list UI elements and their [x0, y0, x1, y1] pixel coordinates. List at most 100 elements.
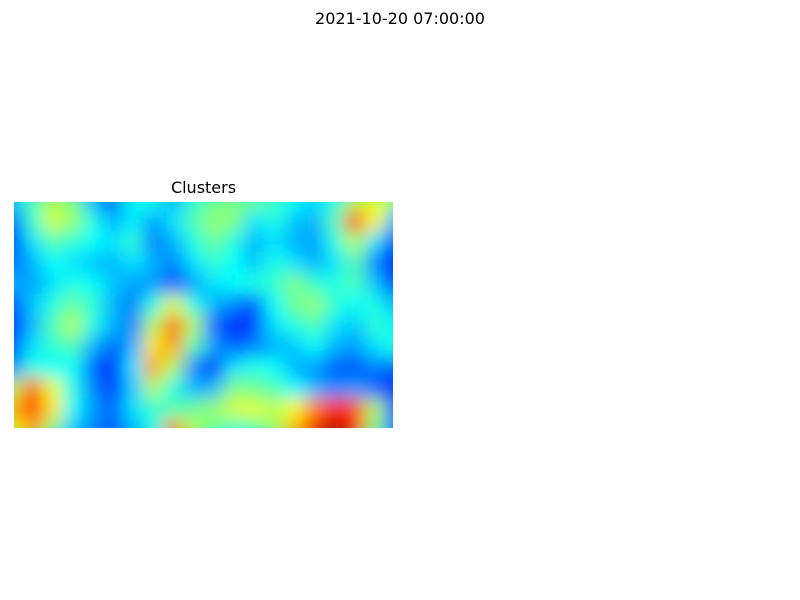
heatmap-cell	[14, 377, 24, 400]
heatmap-cell	[223, 210, 245, 233]
heatmap-cell	[263, 273, 286, 296]
heatmap-cell	[22, 202, 44, 212]
heatmap-cell	[122, 210, 145, 233]
heatmap-cell	[203, 294, 225, 316]
heatmap-cell	[102, 356, 124, 379]
heatmap-cell	[364, 273, 386, 296]
heatmap-cell	[243, 419, 265, 428]
heatmap-cell	[183, 294, 205, 316]
heatmap-cell	[183, 398, 205, 421]
heatmap-cell	[42, 335, 64, 358]
heatmap-cell	[22, 356, 44, 379]
heatmap-cell	[122, 356, 145, 379]
heatmap-cell	[122, 294, 145, 316]
heatmap-cell	[304, 356, 326, 379]
heatmap-cell	[223, 252, 245, 275]
heatmap-cell	[82, 315, 104, 337]
heatmap-cell	[143, 273, 165, 296]
heatmap-cell	[203, 273, 225, 296]
heatmap-cell	[62, 419, 84, 428]
heatmap-cell	[42, 419, 64, 428]
heatmap-cell	[223, 419, 245, 428]
heatmap-cell	[284, 294, 306, 316]
heatmap-cell	[14, 419, 24, 428]
heatmap-cell	[243, 202, 265, 212]
heatmap-cell	[122, 335, 145, 358]
heatmap-cell	[324, 419, 346, 428]
heatmap-cell	[324, 315, 346, 337]
heatmap-cell	[82, 294, 104, 316]
heatmap-cell	[324, 273, 346, 296]
heatmap-cell	[324, 335, 346, 358]
heatmap-cell	[304, 419, 326, 428]
heatmap-cell	[203, 398, 225, 421]
heatmap-cell	[203, 377, 225, 400]
heatmap-cell	[122, 231, 145, 254]
heatmap-cell	[304, 202, 326, 212]
heatmap-cell	[82, 252, 104, 275]
heatmap-cell	[143, 356, 165, 379]
heatmap-cell	[284, 273, 306, 296]
heatmap-cell	[223, 335, 245, 358]
heatmap-cell	[223, 377, 245, 400]
heatmap-cell	[143, 252, 165, 275]
heatmap-cell	[42, 273, 64, 296]
heatmap-cell	[183, 335, 205, 358]
heatmap-cell	[324, 294, 346, 316]
chart-title: Clusters	[170, 178, 237, 197]
heatmap-cell	[14, 273, 24, 296]
heatmap-cell	[243, 377, 265, 400]
heatmap-cell	[344, 398, 366, 421]
heatmap-cell	[163, 231, 185, 254]
heatmap-cell	[143, 398, 165, 421]
heatmap-cell	[384, 231, 393, 254]
heatmap-cell	[384, 210, 393, 233]
heatmap-cell	[62, 231, 84, 254]
heatmap-cell	[344, 335, 366, 358]
heatmap-cell	[223, 231, 245, 254]
heatmap-cell	[82, 419, 104, 428]
heatmap-cell	[62, 315, 84, 337]
heatmap-cell	[304, 335, 326, 358]
heatmap-cell	[14, 202, 24, 212]
heatmap-cell	[82, 377, 104, 400]
heatmap-cell	[263, 210, 286, 233]
heatmap-cell	[42, 356, 64, 379]
heatmap-cell	[22, 419, 44, 428]
heatmap-cell	[14, 335, 24, 358]
heatmap-cell	[384, 398, 393, 421]
heatmap-cell	[304, 398, 326, 421]
heatmap-svg	[14, 202, 393, 428]
heatmap-cell	[183, 231, 205, 254]
heatmap-cell	[384, 273, 393, 296]
heatmap-cell	[364, 356, 386, 379]
heatmap-cell	[284, 419, 306, 428]
heatmap-cell	[42, 315, 64, 337]
heatmap-cell	[284, 335, 306, 358]
heatmap-cell	[344, 252, 366, 275]
heatmap-cell	[102, 335, 124, 358]
heatmap-cell	[384, 419, 393, 428]
heatmap-cell	[42, 294, 64, 316]
heatmap-cell	[344, 315, 366, 337]
heatmap-cell	[82, 335, 104, 358]
heatmap-cell	[243, 335, 265, 358]
heatmap-cell	[183, 315, 205, 337]
heatmap-cell	[384, 252, 393, 275]
heatmap-cell	[183, 210, 205, 233]
heatmap-cell	[143, 210, 165, 233]
heatmap-cell	[344, 377, 366, 400]
heatmap-cell	[364, 419, 386, 428]
heatmap-cell	[203, 202, 225, 212]
heatmap-cell	[304, 210, 326, 233]
heatmap-cell	[22, 273, 44, 296]
heatmap-cell	[203, 356, 225, 379]
heatmap-cell	[163, 315, 185, 337]
heatmap-cell	[22, 294, 44, 316]
heatmap-cell	[82, 231, 104, 254]
heatmap-cell	[102, 294, 124, 316]
heatmap-cell	[42, 202, 64, 212]
heatmap-cell	[364, 202, 386, 212]
heatmap-cell	[143, 419, 165, 428]
heatmap-cell	[42, 377, 64, 400]
